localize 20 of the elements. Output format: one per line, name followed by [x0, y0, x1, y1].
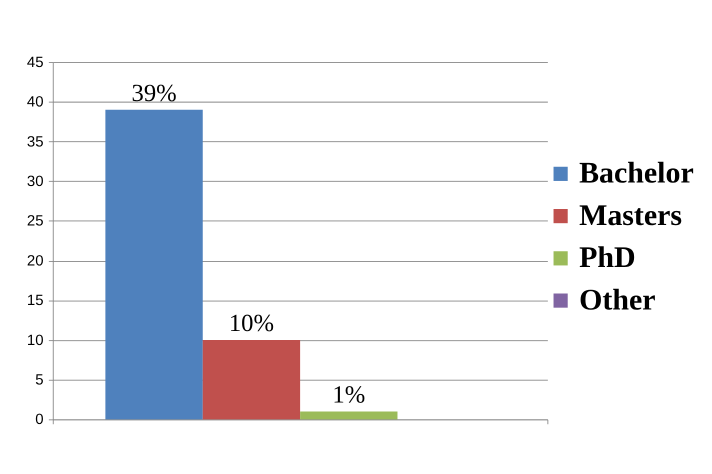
legend-label: Bachelor [579, 156, 694, 190]
y-tick-label: 25 [26, 212, 44, 230]
bar [202, 340, 300, 420]
y-tick-label: 20 [26, 252, 44, 270]
y-tick-label: 45 [26, 54, 44, 71]
y-tick-label: 35 [26, 133, 44, 150]
data-label: 1% [332, 382, 366, 409]
legend-label: Masters [579, 198, 682, 232]
y-tick-label: 40 [26, 94, 44, 111]
y-tick-label: 0 [35, 411, 44, 428]
legend-label: PhD [579, 241, 636, 274]
legend-label: Other [579, 283, 656, 316]
data-label: 10% [228, 310, 274, 338]
data-label: 39% [131, 80, 177, 107]
y-tick-label: 10 [26, 332, 44, 349]
y-tick-label: 5 [35, 372, 44, 389]
bar [300, 411, 398, 420]
y-tick-label: 15 [26, 292, 44, 310]
y-tick-label: 30 [26, 173, 44, 190]
bar [105, 110, 203, 420]
